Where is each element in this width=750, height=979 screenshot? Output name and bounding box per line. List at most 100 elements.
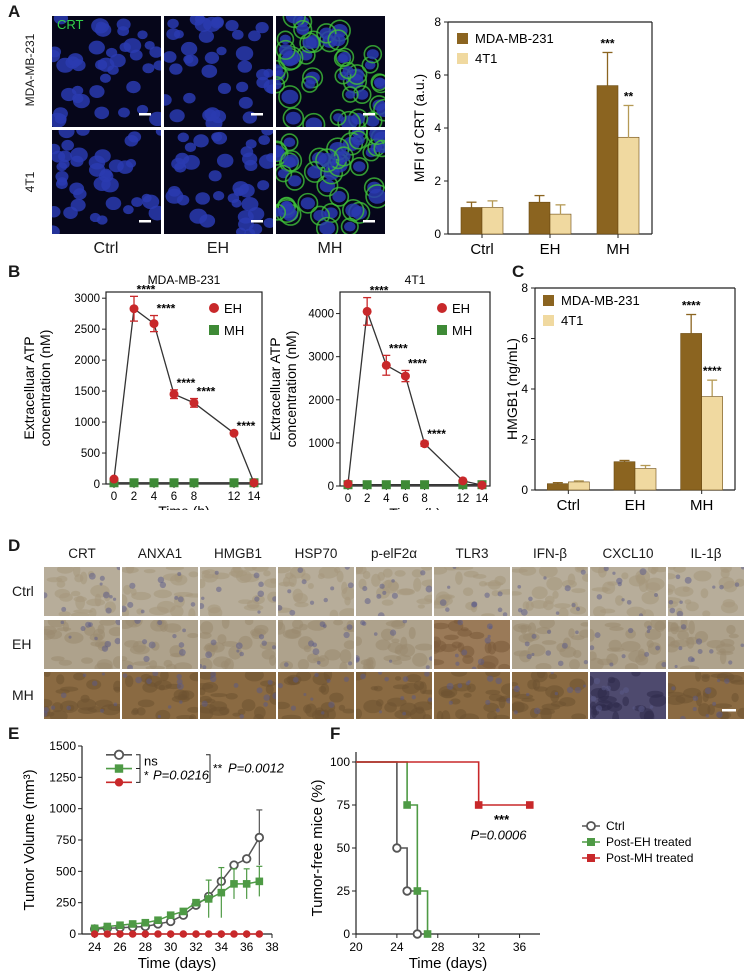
legend-label: Ctrl [606,819,625,833]
cell-nucleus [136,104,149,115]
scale-bar [139,113,151,116]
ihc-marker-label: ANXA1 [137,546,183,561]
cell-nucleus [265,153,273,162]
cell-nucleus [199,214,216,228]
cell-nucleus [203,16,221,32]
ihc-tile [273,616,362,674]
cell-nucleus [53,16,69,25]
tissue-nucleus [695,638,703,645]
tissue-nucleus [561,642,568,649]
tissue-cell [480,655,499,669]
tissue-cell [707,704,715,716]
y-tick-label: 8 [521,281,528,295]
cell-nucleus [52,225,60,234]
tissue-nucleus [182,628,186,633]
tissue-cell [455,571,463,585]
bar [547,483,569,491]
tissue-cell [133,661,151,666]
tissue-cell [51,702,64,713]
chart-title: 4T1 [405,273,426,287]
tissue-nucleus [601,685,607,691]
micro-tile-4t1-ctrl [52,130,161,234]
tissue-nucleus [68,635,72,639]
tissue-nucleus [177,572,182,577]
tissue-cell [261,649,276,660]
tissue-nucleus [135,676,142,684]
tissue-nucleus [127,601,134,608]
y-tick-label: 1500 [74,386,100,398]
tissue-cell [702,692,709,703]
tissue-cell [592,606,607,618]
data-point [413,887,422,895]
cell-nucleus [332,191,346,203]
tissue-cell [462,587,474,597]
tissue-cell [342,708,355,714]
data-point [403,801,411,809]
x-tick-label: EH [625,497,646,512]
significance-label: *** [600,36,614,50]
tissue-cell [173,591,194,597]
significance-label: **** [703,364,722,378]
tissue-cell [719,650,727,665]
data-point [241,854,252,864]
cell-membrane [284,170,305,191]
tissue-nucleus [425,585,433,593]
y-tick-label: 0 [69,927,76,941]
tissue-cell [455,708,467,720]
cell-membrane [363,44,383,64]
tissue-nucleus [120,605,127,613]
ihc-tile [434,667,520,725]
chart-title: MDA-MB-231 [148,273,221,287]
tissue-cell [417,604,425,609]
cell-nucleus [183,54,194,64]
cell-nucleus [278,44,293,56]
tissue-cell [352,636,363,647]
cell-nucleus [94,106,110,120]
ihc-tile [427,564,516,618]
x-tick-label: 36 [240,940,254,954]
x-tick-label: 26 [113,940,127,954]
tissue-cell [483,702,499,713]
tissue-nucleus [157,714,161,719]
cell-nucleus [202,109,217,122]
cell-membrane [299,32,321,54]
data-point [412,929,423,939]
tissue-cell [622,696,630,707]
tissue-nucleus [112,597,117,601]
cell-membrane [329,186,350,207]
scale-bar [363,113,375,116]
annotation-p: P=0.0006 [470,827,527,842]
tissue-nucleus [60,692,67,699]
significance-label: **** [408,356,427,370]
data-point [381,480,391,490]
cell-membrane [365,130,385,146]
tissue-cell [318,566,339,579]
cell-nucleus [118,107,130,118]
cell-nucleus [338,51,351,63]
cell-nucleus [276,146,286,162]
tissue-cell [541,703,561,711]
tissue-cell [153,589,173,599]
data-point [242,930,251,938]
cell-nucleus [195,192,210,205]
data-point [249,478,259,488]
tissue-nucleus [575,630,579,635]
tissue-cell [415,643,434,651]
cell-nucleus [261,130,273,136]
tissue-nucleus [330,586,335,591]
data-point [149,319,159,329]
tissue-nucleus [360,673,366,680]
tissue-nucleus [66,705,71,711]
data-point [587,854,595,862]
significance-label: **** [177,376,196,390]
tissue-nucleus [179,700,183,704]
x-tick-label: 8 [191,491,197,503]
x-tick-label: 12 [228,491,241,503]
cell-nucleus [169,63,183,75]
tissue-cell [553,603,571,609]
tissue-cell [432,622,450,630]
tissue-cell [527,622,537,636]
tissue-cell [457,642,465,653]
ihc-tile [504,668,588,722]
